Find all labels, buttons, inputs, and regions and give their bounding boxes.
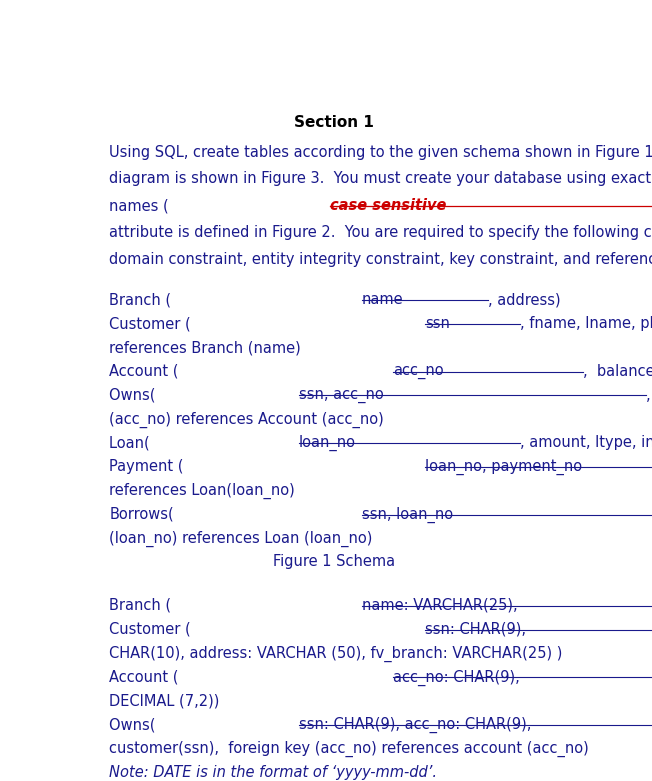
Text: Note: DATE is in the format of ‘yyyy-mm-dd’.: Note: DATE is in the format of ‘yyyy-mm-… (110, 765, 437, 779)
Text: ssn: CHAR(9),: ssn: CHAR(9), (425, 622, 526, 637)
Text: case sensitive: case sensitive (331, 198, 447, 213)
Text: Figure 1 Schema: Figure 1 Schema (273, 555, 395, 569)
Text: Payment (: Payment ( (110, 459, 188, 474)
Text: Section 1: Section 1 (294, 115, 374, 130)
Text: Customer (: Customer ( (110, 622, 191, 637)
Text: Owns(: Owns( (110, 387, 160, 403)
Text: ssn, loan_no: ssn, loan_no (362, 507, 453, 523)
Text: name: VARCHAR(25),: name: VARCHAR(25), (362, 598, 518, 613)
Text: Borrows(: Borrows( (110, 507, 174, 522)
Text: attribute is defined in Figure 2.  You are required to specify the following con: attribute is defined in Figure 2. You ar… (110, 225, 652, 240)
Text: customer(ssn),  foreign key (acc_no) references account (acc_no): customer(ssn), foreign key (acc_no) refe… (110, 741, 589, 757)
Text: loan_no: loan_no (299, 435, 356, 451)
Text: , amount, ltype, interest_rate): , amount, ltype, interest_rate) (520, 435, 652, 451)
Text: acc_no: acc_no (393, 364, 444, 379)
Text: Branch (: Branch ( (110, 292, 171, 308)
Text: Account (: Account ( (110, 669, 179, 684)
Text: Owns(: Owns( (110, 717, 160, 732)
Text: Loan(: Loan( (110, 435, 155, 451)
Text: Account (: Account ( (110, 364, 179, 379)
Text: Customer (: Customer ( (110, 316, 191, 331)
Text: DECIMAL (7,2)): DECIMAL (7,2)) (110, 694, 220, 708)
Text: ssn: ssn (425, 316, 450, 331)
Text: ,  balance, atype,fee): , balance, atype,fee) (583, 364, 652, 379)
Text: names (: names ( (110, 198, 169, 213)
Text: (acc_no) references Account (acc_no): (acc_no) references Account (acc_no) (110, 412, 384, 428)
Text: (loan_no) references Loan (loan_no): (loan_no) references Loan (loan_no) (110, 530, 373, 547)
Text: acc_no: CHAR(9),: acc_no: CHAR(9), (393, 669, 520, 686)
Text: CHAR(10), address: VARCHAR (50), fv_branch: VARCHAR(25) ): CHAR(10), address: VARCHAR (50), fv_bran… (110, 646, 563, 662)
Text: loan_no, payment_no: loan_no, payment_no (425, 459, 582, 476)
Text: , address): , address) (488, 292, 561, 308)
Text: , fname, lname, phone, address, fv_branch) foreign key (fv_branch): , fname, lname, phone, address, fv_branc… (520, 316, 652, 333)
Text: ssn: CHAR(9), acc_no: CHAR(9),: ssn: CHAR(9), acc_no: CHAR(9), (299, 717, 531, 733)
Text: , own_date) foreign key (ssn) references Customer(ssn),  foreign key: , own_date) foreign key (ssn) references… (646, 387, 652, 404)
Text: references Branch (name): references Branch (name) (110, 340, 301, 355)
Text: Using SQL, create tables according to the given schema shown in Figure 1. The ER: Using SQL, create tables according to th… (110, 144, 652, 159)
Text: references Loan(loan_no): references Loan(loan_no) (110, 483, 295, 499)
Text: domain constraint, entity integrity constraint, key constraint, and reference ke: domain constraint, entity integrity cons… (110, 251, 652, 266)
Text: diagram is shown in Figure 3.  You must create your database using exactly the s: diagram is shown in Figure 3. You must c… (110, 171, 652, 187)
Text: Branch (: Branch ( (110, 598, 171, 613)
Text: name: name (362, 292, 404, 308)
Text: ssn, acc_no: ssn, acc_no (299, 387, 383, 403)
